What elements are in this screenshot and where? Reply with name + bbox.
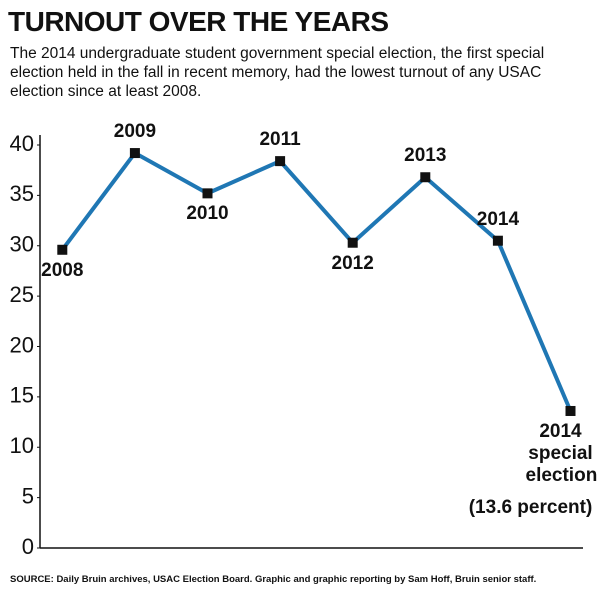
y-tick-label: 40	[10, 131, 34, 156]
line	[60, 151, 573, 412]
y-tick-label: 10	[10, 433, 34, 458]
source-note: SOURCE: Daily Bruin archives, USAC Elect…	[10, 574, 537, 585]
point	[492, 235, 503, 246]
point	[565, 405, 576, 416]
y-tick-label: 30	[10, 232, 34, 257]
value-label: (13.6 percent)	[468, 496, 593, 518]
y-tick-label: 5	[22, 483, 34, 508]
point-label: 2013	[404, 145, 447, 167]
point-label: 2012	[331, 252, 374, 274]
point	[202, 188, 213, 199]
point	[347, 237, 358, 248]
point	[275, 156, 286, 167]
y-tick-label: 0	[22, 534, 34, 559]
y-tick-label: 15	[10, 383, 34, 408]
point	[420, 172, 431, 183]
y-tick-label: 35	[10, 181, 34, 206]
point-label: 2009	[113, 121, 157, 143]
chart-subtitle: The 2014 undergraduate student governmen…	[10, 45, 545, 100]
point-label: 2011	[259, 129, 301, 151]
point-label: 2008	[41, 259, 84, 281]
point-label: 2010	[186, 203, 229, 225]
y-tick-label: 25	[10, 282, 34, 307]
point-label: 2014	[476, 208, 520, 230]
chart-title: TURNOUT OVER THE YEARS	[8, 6, 389, 37]
point-label: 2014 special election	[525, 420, 598, 486]
y-tick-label: 20	[10, 332, 34, 357]
point	[57, 244, 68, 255]
point	[129, 148, 140, 159]
